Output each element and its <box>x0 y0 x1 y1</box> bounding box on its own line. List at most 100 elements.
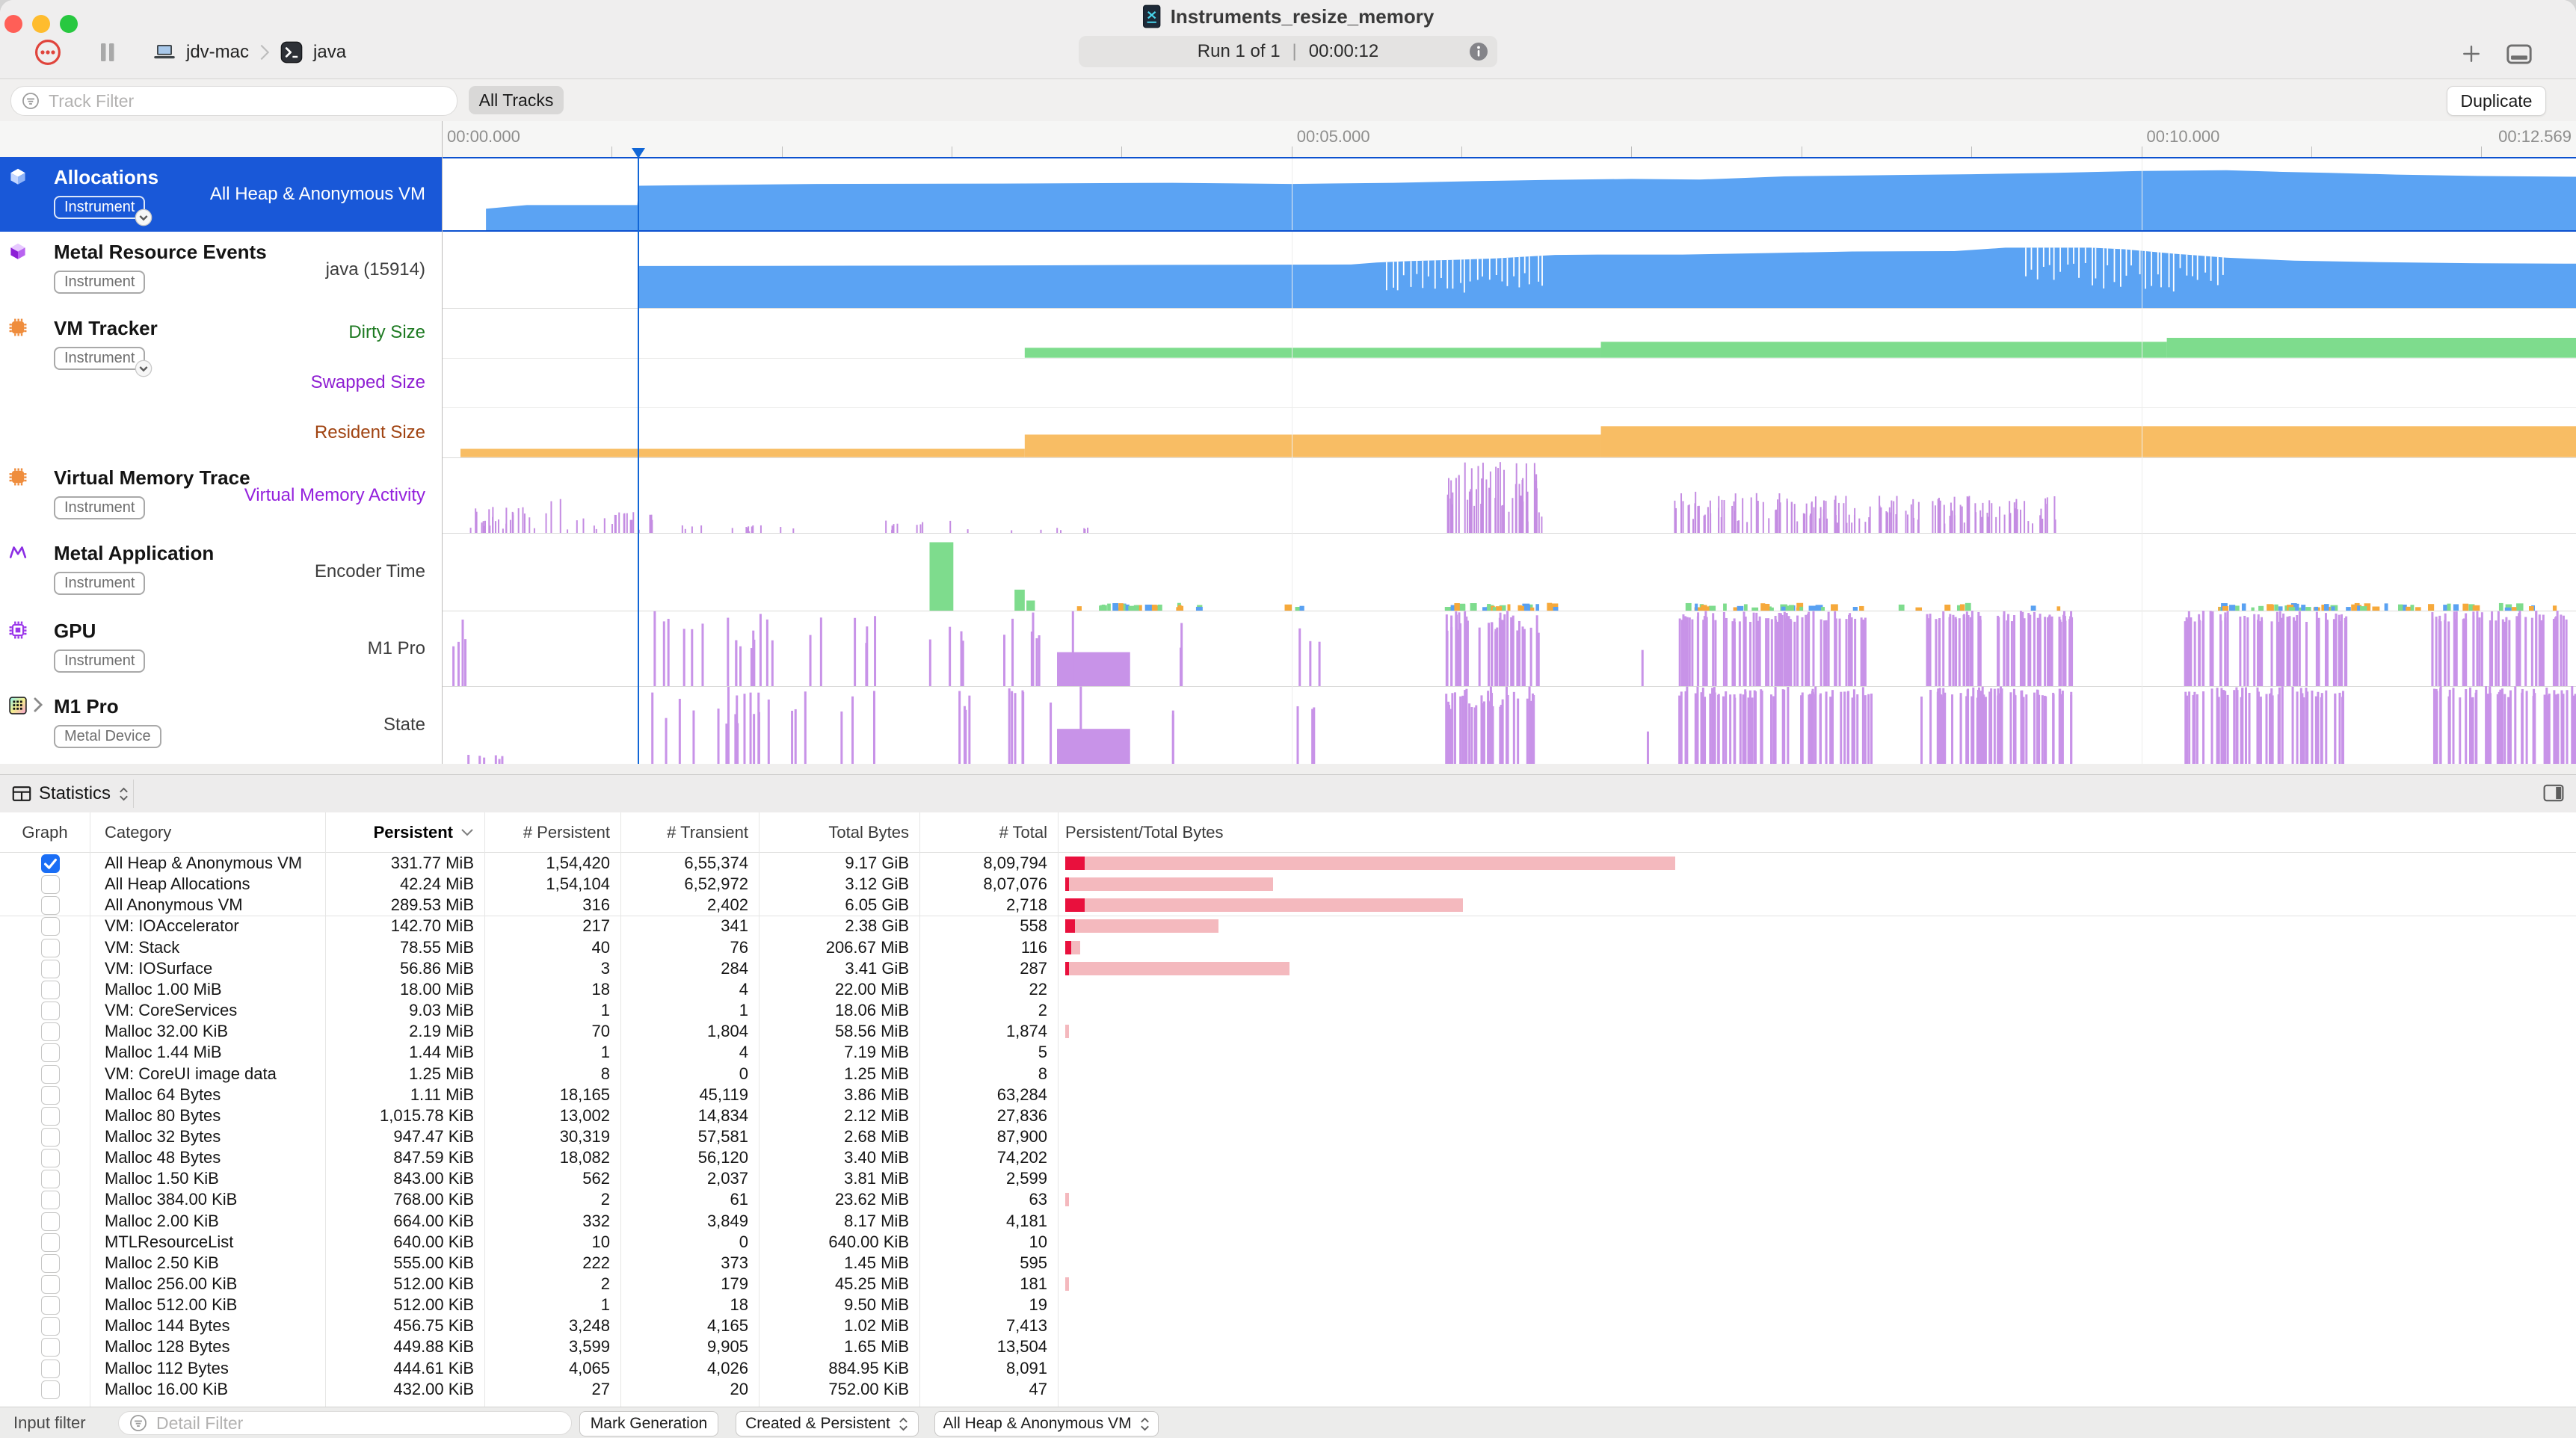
chart-state[interactable] <box>442 686 2576 764</box>
graph-checkbox[interactable] <box>41 939 60 957</box>
graph-checkbox[interactable] <box>41 1065 60 1084</box>
table-row[interactable]: All Heap Allocations42.24 MiB1,54,1046,5… <box>0 874 2576 895</box>
track-header-allocations[interactable]: AllocationsInstrumentAll Heap & Anonymou… <box>0 157 442 232</box>
lane-vm_activity[interactable] <box>442 457 2576 533</box>
badge-chevron-icon[interactable] <box>135 209 152 226</box>
track-filter-field[interactable] <box>10 86 457 116</box>
table-row[interactable]: Malloc 1.44 MiB1.44 MiB147.19 MiB5 <box>0 1042 2576 1063</box>
table-row[interactable]: Malloc 256.00 KiB512.00 KiB217945.25 MiB… <box>0 1274 2576 1294</box>
column-header-persistent[interactable]: Persistent <box>325 812 484 852</box>
graph-checkbox[interactable] <box>41 1212 60 1231</box>
graph-checkbox[interactable] <box>41 1380 60 1399</box>
table-row[interactable]: VM: IOAccelerator142.70 MiB2173412.38 Gi… <box>0 916 2576 936</box>
table-row[interactable]: Malloc 16.00 KiB432.00 KiB2720752.00 KiB… <box>0 1379 2576 1400</box>
graph-checkbox[interactable] <box>41 1107 60 1126</box>
graph-checkbox[interactable] <box>41 1086 60 1105</box>
table-row[interactable]: VM: IOSurface56.86 MiB32843.41 GiB287 <box>0 958 2576 979</box>
graph-checkbox[interactable] <box>41 1338 60 1357</box>
playhead-line[interactable] <box>638 158 639 764</box>
column-header--total[interactable]: # Total <box>919 812 1058 852</box>
chart-allocations[interactable] <box>442 158 2576 230</box>
column-header-graph[interactable]: Graph <box>0 812 90 852</box>
table-row[interactable]: All Heap & Anonymous VM331.77 MiB1,54,42… <box>0 853 2576 874</box>
graph-checkbox[interactable] <box>41 1128 60 1147</box>
lane-gpu[interactable] <box>442 611 2576 686</box>
table-row[interactable]: Malloc 1.00 MiB18.00 MiB18422.00 MiB22 <box>0 979 2576 1000</box>
disclosure-chevron-icon[interactable] <box>33 697 43 717</box>
graph-checkbox[interactable] <box>41 960 60 978</box>
badge-chevron-icon[interactable] <box>135 360 152 377</box>
pause-button[interactable] <box>99 42 117 63</box>
track-badge[interactable]: Instrument <box>54 196 145 219</box>
graph-checkbox[interactable] <box>41 1043 60 1062</box>
track-header-vm-tracker[interactable]: VM TrackerInstrumentDirty SizeSwapped Si… <box>0 308 442 457</box>
detail-filter-field[interactable] <box>118 1411 572 1435</box>
chart-swapped[interactable] <box>442 359 2576 408</box>
graph-checkbox[interactable] <box>41 875 60 894</box>
graph-checkbox[interactable] <box>41 1022 60 1041</box>
chart-dirty[interactable] <box>442 308 2576 358</box>
table-row[interactable]: All Anonymous VM289.53 MiB3162,4026.05 G… <box>0 895 2576 916</box>
table-row[interactable]: Malloc 64 Bytes1.11 MiB18,16545,1193.86 … <box>0 1084 2576 1105</box>
detail-view-selector[interactable]: Statistics <box>12 775 129 812</box>
detail-filter-input[interactable] <box>155 1413 561 1434</box>
lane-swapped[interactable] <box>442 358 2576 408</box>
graph-checkbox[interactable] <box>41 1002 60 1020</box>
allocation-lifespan-dropdown[interactable]: Created & Persistent <box>736 1411 919 1437</box>
graph-checkbox[interactable] <box>41 1360 60 1378</box>
track-badge[interactable]: Instrument <box>54 347 145 370</box>
graph-checkbox[interactable] <box>41 1296 60 1315</box>
table-row[interactable]: Malloc 112 Bytes444.61 KiB4,0654,026884.… <box>0 1358 2576 1379</box>
playhead-marker[interactable] <box>632 148 645 158</box>
table-row[interactable]: Malloc 32.00 KiB2.19 MiB701,80458.56 MiB… <box>0 1021 2576 1042</box>
track-header-gpu[interactable]: GPUInstrumentM1 Pro <box>0 611 442 686</box>
table-row[interactable]: Malloc 512.00 KiB512.00 KiB1189.50 MiB19 <box>0 1294 2576 1315</box>
info-icon[interactable] <box>1469 42 1488 61</box>
toggle-detail-pane-button[interactable] <box>2503 40 2536 67</box>
table-row[interactable]: Malloc 32 Bytes947.47 KiB30,31957,5812.6… <box>0 1126 2576 1147</box>
column-header--transient[interactable]: # Transient <box>620 812 759 852</box>
lane-metal_resource[interactable] <box>442 232 2576 308</box>
track-badge[interactable]: Metal Device <box>54 725 161 748</box>
chart-metal_resource[interactable] <box>442 232 2576 308</box>
graph-checkbox[interactable] <box>41 1233 60 1252</box>
graph-checkbox[interactable] <box>41 896 60 915</box>
table-row[interactable]: VM: CoreUI image data1.25 MiB801.25 MiB8 <box>0 1064 2576 1084</box>
track-badge[interactable]: Instrument <box>54 649 145 673</box>
duplicate-button[interactable]: Duplicate <box>2447 86 2546 116</box>
track-filter-input[interactable] <box>47 90 446 112</box>
lane-dirty[interactable] <box>442 308 2576 358</box>
table-row[interactable]: Malloc 1.50 KiB843.00 KiB5622,0373.81 Mi… <box>0 1168 2576 1189</box>
track-badge[interactable]: Instrument <box>54 572 145 595</box>
track-header-metal-application[interactable]: Metal ApplicationInstrumentEncoder Time <box>0 533 442 611</box>
column-header--persistent[interactable]: # Persistent <box>484 812 620 852</box>
table-row[interactable]: Malloc 144 Bytes456.75 KiB3,2484,1651.02… <box>0 1315 2576 1336</box>
lane-resident[interactable] <box>442 407 2576 457</box>
chart-encoder[interactable] <box>442 533 2576 611</box>
toggle-inspector-button[interactable] <box>2543 784 2564 803</box>
table-row[interactable]: Malloc 384.00 KiB768.00 KiB26123.62 MiB6… <box>0 1189 2576 1210</box>
table-row[interactable]: MTLResourceList640.00 KiB100640.00 KiB10 <box>0 1232 2576 1253</box>
graph-checkbox[interactable] <box>41 1275 60 1294</box>
lane-encoder[interactable] <box>442 533 2576 611</box>
table-row[interactable]: Malloc 80 Bytes1,015.78 KiB13,00214,8342… <box>0 1105 2576 1126</box>
table-row[interactable]: Malloc 2.50 KiB555.00 KiB2223731.45 MiB5… <box>0 1253 2576 1274</box>
table-row[interactable]: VM: CoreServices9.03 MiB1118.06 MiB2 <box>0 1000 2576 1021</box>
minimize-window-button[interactable] <box>32 15 50 33</box>
graph-checkbox[interactable] <box>41 1254 60 1273</box>
graph-checkbox[interactable] <box>41 1170 60 1188</box>
graph-checkbox[interactable] <box>41 854 60 873</box>
lane-allocations[interactable] <box>442 157 2576 232</box>
zoom-window-button[interactable] <box>60 15 78 33</box>
table-row[interactable]: Malloc 48 Bytes847.59 KiB18,08256,1203.4… <box>0 1147 2576 1168</box>
graph-checkbox[interactable] <box>41 917 60 936</box>
close-window-button[interactable] <box>4 15 22 33</box>
timeline-ruler[interactable]: 00:00.00000:05.00000:10.00000:12.569 <box>0 121 2576 158</box>
column-header-persistent-total-bytes[interactable]: Persistent/Total Bytes <box>1058 812 2576 852</box>
track-header-virtual-memory-trace[interactable]: Virtual Memory TraceInstrumentVirtual Me… <box>0 457 442 533</box>
record-stop-button[interactable] <box>34 39 61 66</box>
table-row[interactable]: Malloc 128 Bytes449.88 KiB3,5999,9051.65… <box>0 1336 2576 1357</box>
column-header-category[interactable]: Category <box>90 812 325 852</box>
lane-state[interactable] <box>442 686 2576 764</box>
column-header-total-bytes[interactable]: Total Bytes <box>759 812 919 852</box>
